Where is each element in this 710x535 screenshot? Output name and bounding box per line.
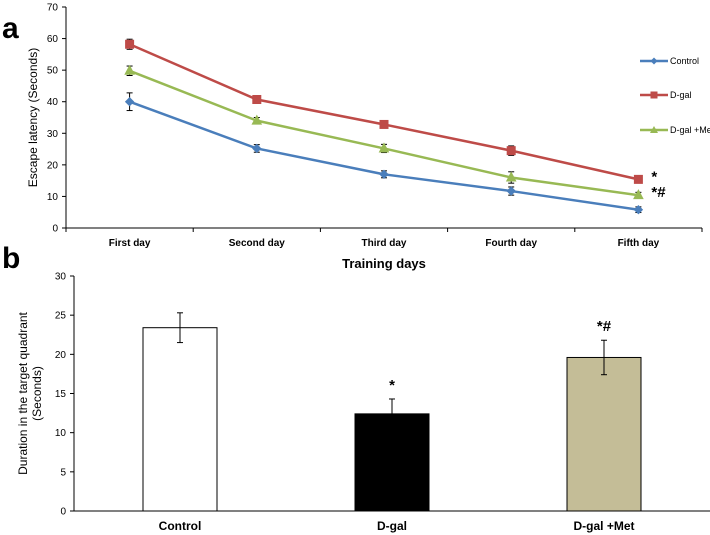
y-tick-label-b: 0 — [60, 507, 66, 518]
panel-b-letter: b — [2, 242, 20, 275]
data-point-0 — [124, 97, 135, 107]
y-tick-label-b: 5 — [60, 467, 66, 478]
x-category-label-b: D-gal — [377, 519, 407, 533]
data-point-1 — [252, 95, 262, 105]
y-axis-title-b: Duration in the target quadrant(Seconds) — [16, 311, 44, 474]
data-point-2 — [505, 171, 517, 182]
x-category-label-a: Fourth day — [485, 238, 537, 249]
x-axis-title-a: Training days — [342, 256, 426, 271]
x-category-label-a: Second day — [229, 238, 286, 249]
data-point-2 — [633, 189, 644, 200]
y-tick-label-b: 20 — [55, 350, 67, 361]
data-point-2 — [251, 114, 263, 125]
data-point-1 — [633, 174, 643, 184]
bar-1 — [354, 413, 430, 512]
data-point-0 — [252, 143, 262, 154]
y-tick-label-b: 30 — [55, 272, 67, 283]
data-point-0 — [506, 186, 516, 196]
bar-chart-target-quadrant: 0 5 10 15 20 25 30 Control * D-gal *# D-gal +Met Dur… — [16, 272, 710, 533]
significance-mark-a: *# — [651, 184, 666, 201]
legend-marker-2 — [650, 126, 658, 133]
panel-a-letter: a — [2, 12, 19, 45]
y-tick-label-a: 60 — [47, 34, 59, 45]
legend-label-2: D-gal +Met — [670, 125, 710, 135]
data-point-0 — [379, 169, 389, 180]
line-chart-escape-latency: 0 10 20 30 40 50 60 70 First day Second day Third … — [26, 3, 710, 272]
x-category-label-b: D-gal +Met — [573, 519, 634, 533]
data-point-2 — [378, 142, 390, 153]
data-point-2 — [124, 64, 135, 75]
y-tick-label-a: 50 — [47, 66, 59, 77]
data-point-1 — [125, 39, 135, 49]
y-tick-label-a: 0 — [52, 224, 58, 235]
bar-0 — [142, 327, 218, 512]
x-category-label-a: First day — [109, 238, 151, 249]
data-point-1 — [506, 146, 516, 156]
y-axis-title-a: Escape latency (Seconds) — [26, 48, 40, 187]
y-tick-label-b: 10 — [55, 428, 67, 439]
y-tick-label-a: 20 — [47, 160, 59, 171]
series-line-1 — [129, 43, 639, 181]
y-tick-label-a: 10 — [47, 192, 59, 203]
y-tick-label-a: 30 — [47, 129, 59, 140]
series-line-0 — [129, 100, 639, 211]
x-category-label-a: Fifth day — [618, 238, 660, 249]
legend-marker-0 — [650, 57, 658, 65]
y-axis-title-b-line: Duration in the target quadrant — [16, 311, 30, 474]
legend-label-1: D-gal — [670, 90, 692, 100]
y-axis-title-b-line: (Seconds) — [30, 366, 44, 421]
significance-mark-b: *# — [597, 318, 612, 335]
bar-2 — [566, 356, 642, 512]
y-tick-label-b: 25 — [55, 311, 67, 322]
y-tick-label-b: 15 — [55, 389, 67, 400]
significance-mark-b: * — [389, 377, 395, 394]
y-tick-label-a: 70 — [47, 3, 59, 14]
x-category-label-b: Control — [159, 519, 202, 533]
data-point-0 — [633, 204, 644, 215]
legend-label-0: Control — [670, 56, 699, 66]
data-point-1 — [379, 119, 389, 129]
legend-marker-1 — [650, 91, 658, 99]
y-tick-label-a: 40 — [47, 97, 59, 108]
significance-mark-a: * — [651, 168, 657, 185]
x-category-label-a: Third day — [361, 238, 406, 249]
